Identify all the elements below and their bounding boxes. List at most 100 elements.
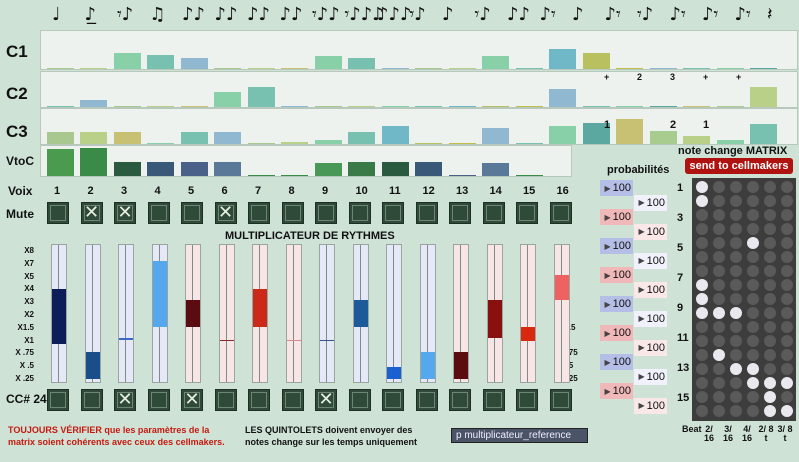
bar-vtoc[interactable] — [180, 162, 208, 176]
matrix-cell[interactable] — [713, 181, 725, 193]
matrix-cell[interactable] — [730, 223, 742, 235]
mute-toggle[interactable] — [348, 202, 371, 224]
cc-toggle[interactable] — [214, 389, 237, 411]
bar-c2[interactable] — [482, 106, 509, 107]
probability-number-box[interactable]: ▶ 100 — [600, 325, 633, 341]
matrix-cell[interactable] — [730, 181, 742, 193]
cc-toggle[interactable] — [248, 389, 270, 411]
matrix-cell[interactable] — [781, 307, 793, 319]
matrix-cell[interactable] — [764, 181, 776, 193]
cc-toggle[interactable] — [449, 389, 471, 411]
send-to-cellmakers-button[interactable]: send to cellmakers — [685, 158, 793, 174]
rhythm-multiplier-slider[interactable] — [84, 244, 101, 383]
bar-c1[interactable] — [80, 68, 107, 69]
bar-c1[interactable] — [683, 68, 710, 69]
bar-c1[interactable] — [281, 68, 308, 69]
matrix-cell[interactable] — [696, 195, 708, 207]
bar-vtoc[interactable] — [314, 163, 342, 176]
bar-c3[interactable] — [180, 132, 208, 144]
bar-vtoc[interactable] — [46, 149, 74, 176]
matrix-cell[interactable] — [730, 349, 742, 361]
cc-toggle[interactable] — [516, 389, 538, 411]
cc-toggle[interactable] — [415, 389, 438, 411]
matrix-cell[interactable] — [713, 209, 725, 221]
matrix-cell[interactable] — [696, 321, 708, 333]
probability-number-box[interactable]: ▶ 100 — [634, 397, 667, 414]
mute-toggle[interactable] — [449, 202, 471, 224]
matrix-cell[interactable] — [781, 209, 793, 221]
bar-c2[interactable] — [448, 106, 476, 107]
matrix-cell[interactable] — [713, 195, 725, 207]
bar-c3[interactable] — [80, 132, 107, 144]
matrix-cell[interactable] — [713, 251, 725, 263]
rhythm-multiplier-slider[interactable] — [553, 244, 570, 383]
bar-c1[interactable] — [582, 52, 610, 69]
probability-number-box[interactable]: ▶ 100 — [634, 223, 667, 240]
probability-number-box[interactable]: ▶ 100 — [634, 194, 667, 211]
matrix-cell[interactable] — [747, 237, 759, 249]
matrix-cell[interactable] — [747, 223, 759, 235]
bar-c2[interactable] — [415, 106, 442, 107]
mute-toggle[interactable] — [315, 202, 337, 224]
bar-c1[interactable] — [113, 52, 141, 69]
bar-vtoc[interactable] — [80, 148, 107, 176]
matrix-cell[interactable] — [764, 209, 776, 221]
matrix-cell[interactable] — [747, 293, 759, 305]
bar-vtoc[interactable] — [214, 162, 241, 176]
bar-c3[interactable] — [515, 143, 543, 144]
bar-vtoc[interactable] — [348, 162, 375, 176]
rhythm-multiplier-slider[interactable] — [252, 244, 268, 383]
bar-c3[interactable] — [683, 135, 710, 144]
bar-vtoc[interactable] — [381, 162, 409, 176]
matrix-cell[interactable] — [764, 265, 776, 277]
matrix-cell[interactable] — [781, 223, 793, 235]
matrix-cell[interactable] — [764, 195, 776, 207]
probability-number-box[interactable]: ▶ 100 — [634, 252, 667, 269]
matrix-cell[interactable] — [747, 265, 759, 277]
matrix-cell[interactable] — [747, 251, 759, 263]
matrix-cell[interactable] — [696, 307, 708, 319]
matrix-cell[interactable] — [764, 279, 776, 291]
matrix-cell[interactable] — [747, 377, 759, 389]
bar-c1[interactable] — [649, 68, 677, 69]
bar-vtoc[interactable] — [247, 175, 275, 176]
matrix-cell[interactable] — [764, 223, 776, 235]
matrix-cell[interactable] — [730, 321, 742, 333]
rhythm-multiplier-slider[interactable] — [218, 244, 235, 383]
matrix-cell[interactable] — [781, 265, 793, 277]
matrix-cell[interactable] — [781, 321, 793, 333]
matrix-cell[interactable] — [713, 223, 725, 235]
rhythm-multiplier-slider[interactable] — [285, 244, 302, 383]
bar-c2[interactable] — [247, 87, 275, 107]
matrix-cell[interactable] — [764, 349, 776, 361]
bar-c3[interactable] — [750, 123, 777, 144]
probability-number-box[interactable]: ▶ 100 — [600, 383, 633, 399]
matrix-cell[interactable] — [713, 405, 725, 417]
bar-c1[interactable] — [616, 68, 643, 69]
matrix-cell[interactable] — [747, 307, 759, 319]
bar-c3[interactable] — [314, 140, 342, 144]
bar-c2[interactable] — [381, 106, 409, 107]
matrix-cell[interactable] — [730, 363, 742, 375]
cc-toggle[interactable] — [80, 389, 103, 411]
bar-c2[interactable] — [80, 100, 107, 107]
rhythm-multiplier-slider[interactable] — [185, 244, 201, 383]
matrix-cell[interactable] — [781, 349, 793, 361]
bar-c3[interactable] — [415, 143, 442, 144]
bar-c1[interactable] — [750, 68, 777, 69]
bar-c3[interactable] — [46, 132, 74, 144]
matrix-cell[interactable] — [764, 391, 776, 403]
bar-c1[interactable] — [147, 54, 174, 69]
matrix-cell[interactable] — [747, 363, 759, 375]
matrix-cell[interactable] — [696, 237, 708, 249]
matrix-cell[interactable] — [747, 181, 759, 193]
bar-c3[interactable] — [348, 132, 375, 144]
bar-c1[interactable] — [247, 68, 275, 69]
mute-toggle[interactable] — [47, 202, 69, 224]
bar-c2[interactable] — [716, 106, 744, 107]
probability-number-box[interactable]: ▶ 100 — [634, 310, 667, 327]
bar-c3[interactable] — [582, 122, 610, 144]
matrix-cell[interactable] — [730, 307, 742, 319]
rhythm-multiplier-slider[interactable] — [453, 244, 469, 383]
bar-c2[interactable] — [616, 106, 643, 107]
